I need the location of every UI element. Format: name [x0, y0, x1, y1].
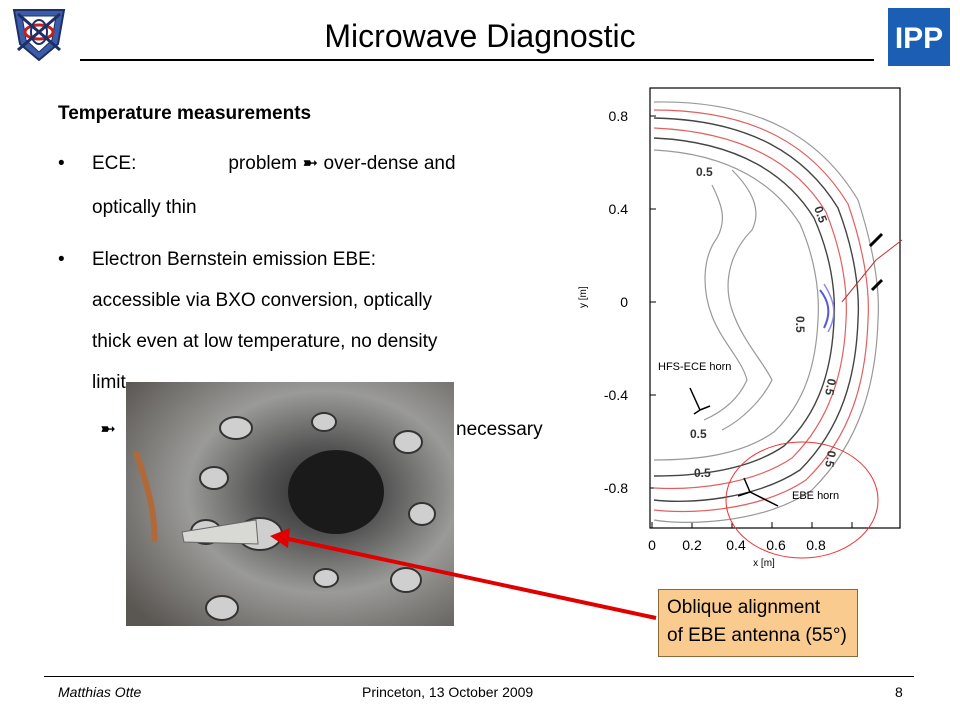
footer-event: Princeton, 13 October 2009 [362, 684, 534, 700]
footer-author: Matthias Otte [58, 684, 142, 700]
note-tail: necessary [456, 419, 543, 440]
ece-problem: problem [228, 153, 298, 174]
ece-label: ECE: [92, 153, 137, 174]
svg-text:0.5: 0.5 [690, 427, 707, 441]
title-underline [80, 59, 874, 61]
ebe-highlight-circle [725, 441, 879, 559]
flux-contour-plot: 0.8 0.4 0 -0.4 -0.8 y [m] 0 0.2 0.4 0.6 … [562, 80, 914, 576]
svg-text:0.5: 0.5 [694, 466, 711, 480]
y-tick-label: 0.8 [609, 108, 629, 124]
ece-horn-icon [841, 232, 903, 303]
x-tick-label: 0.2 [682, 537, 702, 553]
svg-text:0.5: 0.5 [793, 316, 807, 333]
callout-box: Oblique alignment of EBE antenna (55°) [658, 589, 858, 657]
ipp-logo: IPP [888, 8, 950, 66]
y-tick-label: -0.4 [604, 387, 628, 403]
x-ticks [651, 522, 853, 528]
ece-rest: over-dense and [323, 153, 456, 174]
bullet-ebe-line3: thick even at low temperature, no densit… [92, 331, 438, 352]
bullet-ebe-line4: limit [92, 372, 126, 393]
x-tick-label: 0.6 [766, 537, 786, 553]
svg-text:0.5: 0.5 [822, 377, 839, 396]
arrow-icon: ➼ [302, 153, 319, 174]
y-axis-label: y [m] [578, 286, 589, 308]
hfs-horn-icon [689, 387, 711, 415]
callout-line2: of EBE antenna (55°) [667, 625, 847, 646]
y-tick-label: 0 [620, 294, 628, 310]
x-tick-label: 0 [648, 537, 656, 553]
callout-line1: Oblique alignment [667, 597, 821, 618]
vessel-interior-photo [126, 382, 454, 626]
stellarator-logo [8, 4, 70, 66]
ebe-annotation: EBE horn [792, 490, 839, 502]
y-tick-label: 0.4 [609, 201, 629, 217]
contour-labels: 0.5 0.5 0.5 0.5 0.5 0.5 0.5 [690, 165, 839, 480]
flux-contours [653, 101, 879, 523]
y-tick-label: -0.8 [604, 480, 628, 496]
y-ticks [650, 115, 656, 489]
plot-frame [649, 87, 901, 529]
svg-text:0.5: 0.5 [696, 165, 713, 179]
bullet-ebe-line2: accessible via BXO conversion, optically [92, 290, 433, 311]
svg-text:0.5: 0.5 [822, 449, 839, 468]
note-arrow-icon: ➼ [100, 419, 116, 440]
bullet-marker: • [58, 153, 65, 174]
bullet-ece-line1: ECE: problem ➼ over-dense and [92, 151, 456, 177]
page-number: 8 [895, 684, 903, 700]
x-tick-label: 0.8 [806, 537, 826, 553]
ebe-horn-icon [737, 477, 779, 507]
svg-text:IPP: IPP [895, 22, 943, 55]
x-tick-label: 0.4 [726, 537, 746, 553]
section-heading: Temperature measurements [58, 103, 312, 124]
bullet-marker: • [58, 249, 65, 270]
svg-text:0.5: 0.5 [811, 204, 830, 225]
slide-title: Microwave Diagnostic [324, 18, 636, 54]
bullet-ebe-line1: Electron Bernstein emission EBE: [92, 249, 377, 270]
hfs-annotation: HFS-ECE horn [658, 361, 731, 373]
footer-rule [44, 676, 914, 677]
bullet-ece-line2: optically thin [92, 197, 197, 218]
x-axis-label: x [m] [753, 558, 775, 569]
